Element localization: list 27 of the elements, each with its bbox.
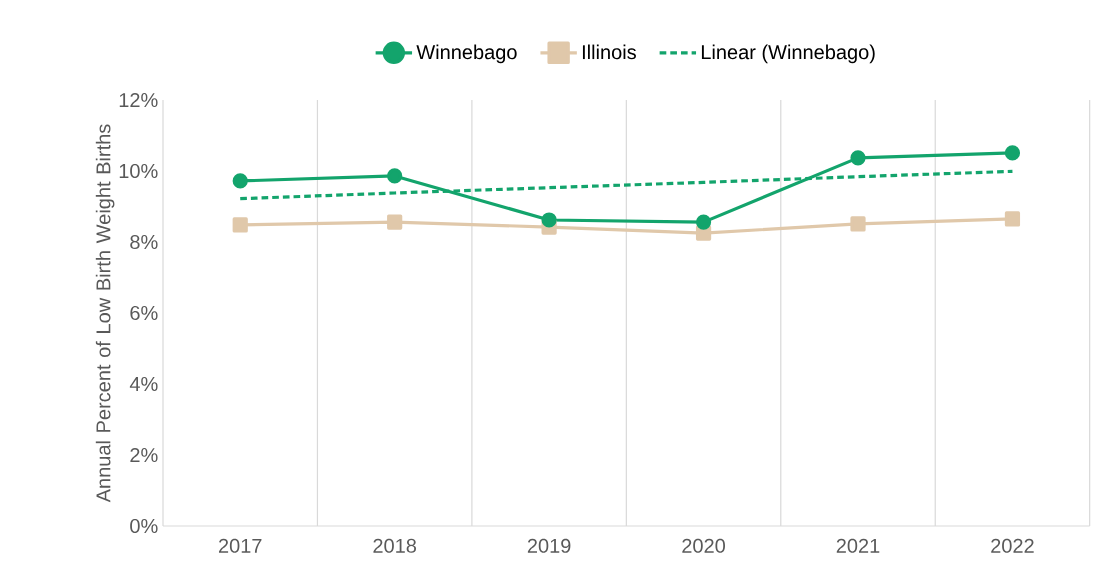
x-tick-label: 2021 [836,538,880,553]
y-tick-label: 2% [130,447,158,463]
x-tick-label: 2018 [373,538,417,553]
y-tick-label: 12% [119,92,158,108]
legend-label: Winnebago [416,44,517,64]
point [387,214,403,230]
point [850,216,866,232]
point [850,150,866,166]
y-axis-title: Annual Percent of Low Birth Weight Births [95,124,115,503]
point [232,173,248,189]
x-tick-label: 2017 [218,538,262,553]
y-tick-label: 0% [130,518,158,534]
y-tick-label: 4% [129,377,158,392]
x-tick-label: 2019 [527,538,571,553]
point [232,217,248,233]
y-tick-label: 6% [130,305,158,321]
point [1004,211,1021,227]
point [695,214,712,230]
x-tick-label: 2020 [682,538,726,553]
point [541,212,557,228]
y-tick-label: 8% [130,234,158,250]
legend-label: Illinois [582,44,636,60]
y-tick-label: 10% [119,163,158,179]
x-tick-label: 2022 [991,538,1034,553]
point [387,168,403,184]
point [1004,145,1021,161]
legend-label: Linear (Winnebago) [701,44,875,64]
